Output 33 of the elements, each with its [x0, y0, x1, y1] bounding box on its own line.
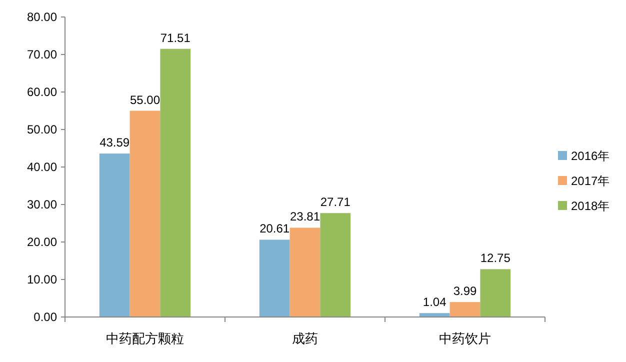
x-tick-label: 成药 [292, 331, 318, 346]
y-tick-label: 70.00 [26, 48, 58, 62]
data-label: 23.81 [290, 210, 320, 224]
bar [450, 302, 480, 317]
data-label: 43.59 [100, 136, 130, 150]
legend-label: 2017年 [571, 174, 610, 188]
data-label: 1.04 [422, 295, 447, 310]
y-tick-label: 50.00 [26, 122, 58, 136]
y-tick-label: 40.00 [26, 160, 58, 174]
bar [259, 240, 290, 317]
bar [419, 313, 450, 317]
legend-label: 2018年 [571, 199, 610, 213]
bar [99, 154, 130, 317]
bar [290, 228, 320, 317]
data-label: 3.99 [453, 284, 477, 298]
y-tick-label: 20.00 [26, 235, 58, 249]
y-tick-label: 10.00 [26, 272, 58, 286]
y-tick-label: 30.00 [26, 198, 58, 212]
data-label: 20.61 [260, 222, 290, 236]
bar [480, 269, 511, 317]
bar [320, 213, 351, 317]
bar [130, 110, 160, 317]
bar [160, 48, 191, 317]
y-tick-label: 0.00 [34, 310, 58, 324]
y-tick-label: 80.00 [26, 10, 58, 24]
legend-label: 2016年 [571, 149, 610, 163]
x-tick-label: 中药饮片 [439, 331, 491, 346]
data-label: 55.00 [130, 92, 160, 107]
y-tick-label: 60.00 [26, 85, 58, 99]
data-label: 12.75 [480, 251, 511, 266]
data-label: 71.51 [160, 30, 191, 45]
x-tick-label: 中药配方颗粒 [106, 331, 184, 346]
data-label: 27.71 [320, 195, 351, 210]
